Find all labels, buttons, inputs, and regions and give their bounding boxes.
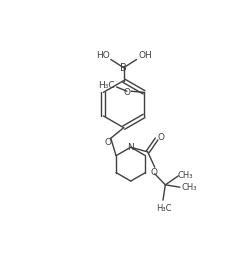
Text: CH₃: CH₃ <box>181 182 197 191</box>
Text: H₃C: H₃C <box>156 203 172 212</box>
Text: O: O <box>150 168 157 177</box>
Text: O: O <box>104 137 111 146</box>
Text: CH₃: CH₃ <box>178 170 193 179</box>
Text: B: B <box>120 62 127 72</box>
Text: HO: HO <box>96 51 109 60</box>
Text: OH: OH <box>139 51 153 60</box>
Text: O: O <box>124 87 130 96</box>
Text: N: N <box>127 142 134 151</box>
Text: O: O <box>157 132 164 141</box>
Text: H₃C: H₃C <box>98 81 114 90</box>
